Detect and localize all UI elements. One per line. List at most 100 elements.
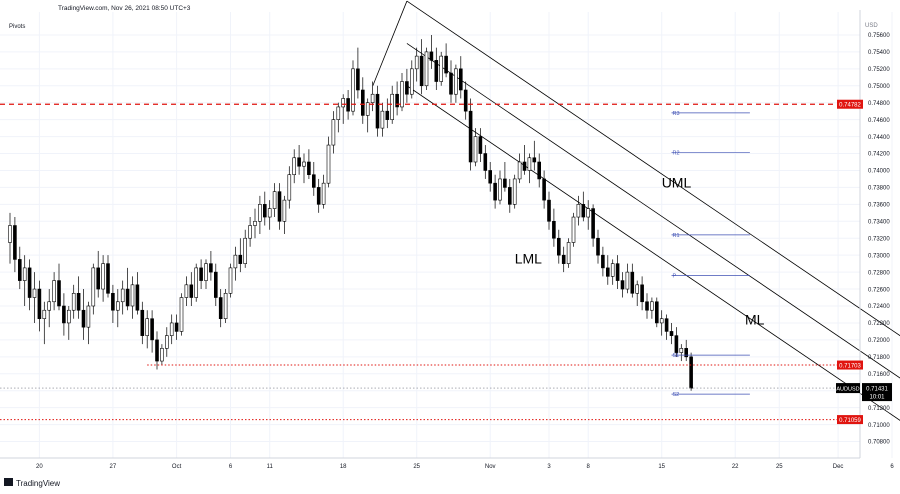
price-tag-label: 0.71059 [839,418,861,424]
candle-body [650,301,654,311]
candle-body [684,348,689,358]
y-tick-label: 0.75600 [868,33,890,39]
candle-body [395,93,399,108]
candle-body [689,356,693,389]
y-tick-label: 0.72000 [868,338,890,344]
candle-body [135,284,140,311]
candle-body [439,55,444,82]
candle-body [282,199,287,222]
lml-line[interactable] [406,85,900,442]
candle-body [194,267,198,298]
candle-body [610,263,615,277]
candles-layer [8,34,693,391]
y-tick-label: 0.73600 [868,203,890,209]
tradingview-logo-text: TradingView [16,479,60,488]
candle-body [488,170,493,184]
pitchfork-channel[interactable]: UML ML LML [372,0,900,442]
candle-body [71,292,76,311]
candle-body [214,271,218,298]
candle-body [111,292,115,311]
x-tick-label: 6 [229,464,233,470]
candle-body [547,199,551,222]
pitchfork-handle-line[interactable] [372,0,408,86]
candle-body [297,157,301,167]
candle-body [155,339,159,362]
candle-body [591,208,595,239]
candle-body [277,191,282,222]
candle-body [669,331,674,336]
candle-body [218,297,223,320]
indicator-label: Pivots [9,24,25,30]
candle-body [635,284,640,294]
candle-body [22,267,27,281]
candle-body [145,318,149,336]
candle-body [91,267,96,307]
candle-body [522,161,527,171]
y-tick-label: 0.71200 [868,406,890,412]
y-tick-label: 0.73800 [868,186,890,192]
candle-body [356,68,360,91]
candle-body [601,254,605,269]
candle-body [331,119,336,146]
price-tag-label: 0.71703 [839,363,861,369]
x-tick-label: 20 [36,464,43,470]
candle-body [316,187,321,205]
candle-body [307,161,311,176]
candle-body [454,68,458,95]
candle-body [346,98,350,112]
y-tick-label: 0.71600 [868,372,890,378]
candle-body [645,301,649,311]
candle-body [409,68,414,95]
channel-label-uml: UML [662,174,692,190]
candle-body [576,204,581,218]
uml-line[interactable] [406,0,900,357]
ml-line[interactable] [406,43,900,399]
time-axis[interactable]: 20 27 Oct 6 11 18 25 Nov 3 8 15 22 25 Dec 6 [36,464,894,470]
x-tick-label: 3 [547,464,551,470]
y-tick-label: 0.74200 [868,152,890,158]
candle-body [326,144,331,184]
symbol-tag-label: AUDUSD [836,386,859,392]
candle-body [57,280,61,307]
candle-body [370,93,375,104]
candle-body [81,309,86,328]
candle-body [659,318,664,324]
candle-body [17,259,22,281]
candle-body [233,254,238,269]
candle-body [625,271,630,290]
candle-body [561,254,566,264]
candle-body [498,178,502,201]
y-tick-label: 0.75000 [868,84,890,90]
x-tick-label: Nov [485,464,496,470]
channel-label-ml: ML [745,312,765,328]
candle-body [8,225,12,243]
candle-body [52,280,56,303]
candle-body [537,161,542,180]
y-tick-label: 0.74400 [868,135,890,141]
x-tick-label: 15 [658,464,665,470]
candle-body [419,55,424,87]
candle-body [13,225,17,260]
x-tick-label: 11 [267,464,274,470]
y-tick-label: 0.73200 [868,236,890,242]
candle-body [527,157,532,171]
candle-body [493,182,497,201]
candle-body [503,178,507,188]
x-tick-label: 25 [413,464,420,470]
candle-body [483,153,488,171]
candle-body [512,178,517,205]
y-tick-label: 0.72200 [868,321,890,327]
pivot-label-p: P [673,274,677,280]
y-tick-label: 0.71800 [868,355,890,361]
candle-body [101,263,105,290]
tradingview-logo: TradingView [4,478,60,488]
y-tick-label: 0.72600 [868,287,890,293]
candle-body [272,191,277,209]
candle-body [311,174,316,188]
candle-body [76,292,81,311]
current-price-tag-bg [862,383,892,402]
candle-body [223,292,228,320]
candle-body [292,157,297,176]
candle-body [596,237,600,256]
